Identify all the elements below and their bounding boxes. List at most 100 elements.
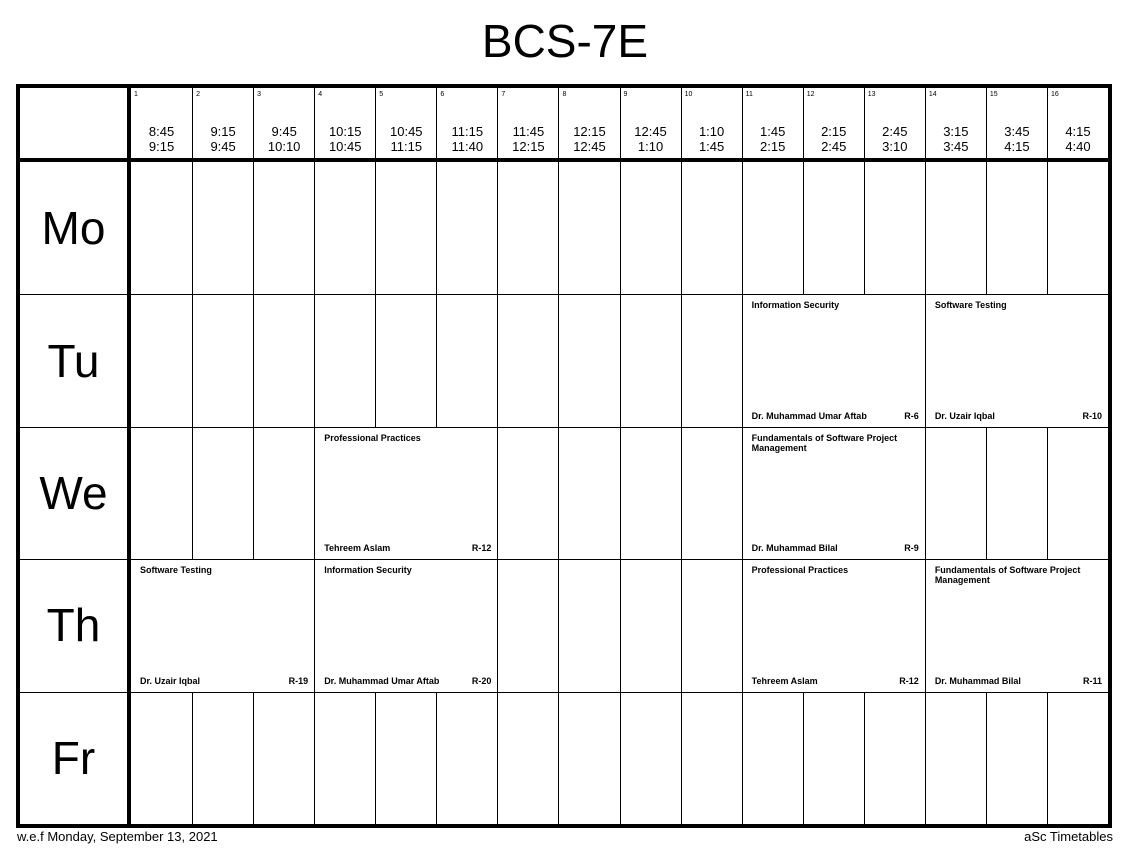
- slot-time: 9:45 10:10: [254, 124, 314, 154]
- slot-header: 3 9:45 10:10: [253, 88, 314, 158]
- slot-start: 10:45: [390, 124, 423, 139]
- day-label-fr: Fr: [51, 731, 96, 784]
- slot-end: 2:15: [760, 139, 786, 154]
- slot-time: 11:15 11:40: [437, 124, 497, 154]
- slot-number: 5: [379, 91, 384, 98]
- day-label-tu: Tu: [47, 334, 100, 387]
- slot-header: 15 3:45 4:15: [985, 88, 1047, 158]
- lesson-room: R-12: [899, 675, 919, 686]
- slot-divider: [741, 294, 743, 427]
- slot-number: 4: [318, 91, 323, 98]
- lesson-card: Software Testing Dr. Uzair Iqbal R-19: [131, 560, 315, 692]
- slot-number: 6: [440, 91, 445, 98]
- slot-divider: [741, 426, 743, 560]
- slot-header: 7 11:45 12:15: [497, 88, 558, 158]
- slot-header: 9 12:45 1:10: [619, 88, 681, 158]
- slot-divider: [497, 426, 499, 560]
- slot-number: 3: [257, 91, 262, 98]
- slot-time: 2:45 3:10: [865, 124, 925, 154]
- slot-number: 9: [623, 91, 628, 98]
- slot-header: 14 3:15 3:45: [924, 88, 986, 158]
- slot-divider: [558, 294, 560, 427]
- slot-end: 9:45: [210, 139, 236, 154]
- slot-header: 4 10:15 10:45: [314, 88, 375, 158]
- slot-end: 2:45: [821, 139, 847, 154]
- slot-divider: [558, 559, 560, 692]
- slot-time: 11:45 12:15: [498, 124, 558, 154]
- slot-divider: [497, 294, 499, 427]
- slot-time: 12:15 12:45: [559, 124, 619, 154]
- slot-divider: [314, 426, 316, 560]
- slot-divider: [741, 691, 743, 824]
- slot-divider: [314, 559, 316, 692]
- slot-end: 1:45: [698, 139, 725, 154]
- lesson-subject: Information Security: [751, 300, 840, 311]
- slot-divider: [375, 162, 377, 295]
- slot-time: 10:45 11:15: [376, 124, 436, 154]
- slot-time: 3:15 3:45: [926, 124, 986, 154]
- row-divider: [20, 294, 1108, 296]
- slot-end: 10:45: [328, 139, 362, 154]
- slot-divider: [924, 294, 926, 427]
- slot-divider: [558, 691, 560, 824]
- slot-divider: [680, 559, 682, 692]
- lesson-room: R-11: [1082, 675, 1102, 686]
- slot-divider: [680, 294, 682, 427]
- lesson-room: R-10: [1082, 410, 1102, 421]
- slot-divider: [924, 559, 926, 692]
- slot-end: 11:40: [451, 139, 484, 154]
- lesson-card: Software Testing Dr. Uzair Iqbal R-10: [925, 295, 1108, 427]
- slot-number: 1: [134, 91, 138, 98]
- slot-divider: [924, 691, 926, 824]
- lesson-subject: Information Security: [324, 565, 412, 576]
- slot-number: 11: [745, 91, 753, 98]
- slot-end: 3:10: [882, 139, 908, 154]
- slot-header: 5 10:45 11:15: [375, 88, 436, 158]
- slot-start: 2:45: [882, 124, 908, 139]
- lesson-teacher: Dr. Muhammad Umar Aftab: [324, 675, 440, 686]
- slot-divider: [802, 162, 804, 295]
- slot-end: 11:15: [390, 139, 423, 154]
- day-column-divider: [127, 88, 131, 824]
- row-divider: [20, 559, 1108, 561]
- slot-number: 2: [196, 91, 200, 98]
- slot-time: 4:15 4:40: [1048, 124, 1108, 154]
- slot-divider: [680, 426, 682, 560]
- lesson-room: R-6: [904, 410, 919, 421]
- slot-start: 1:10: [698, 124, 725, 139]
- lesson-teacher: Tehreem Aslam: [751, 675, 818, 686]
- slot-divider: [863, 162, 865, 295]
- slot-divider: [436, 294, 438, 427]
- slot-start: 12:15: [573, 124, 606, 139]
- slot-start: 9:15: [210, 124, 236, 139]
- slot-start: 11:15: [451, 124, 484, 139]
- slot-number: 10: [684, 91, 693, 98]
- lesson-room: R-9: [904, 543, 919, 554]
- row-divider: [20, 691, 1108, 693]
- slot-divider: [436, 162, 438, 295]
- lesson-card: Professional Practices Tehreem Aslam R-12: [742, 560, 925, 692]
- slot-start: 3:15: [943, 124, 969, 139]
- slot-divider: [619, 691, 621, 824]
- day-label-we: We: [39, 466, 108, 519]
- slot-start: 12:45: [634, 124, 667, 139]
- slot-time: 8:45 9:15: [131, 124, 192, 154]
- slot-number: 7: [501, 91, 506, 98]
- lesson-teacher: Dr. Muhammad Umar Aftab: [751, 410, 867, 421]
- slot-end: 4:15: [1004, 139, 1030, 154]
- slot-divider: [558, 162, 560, 295]
- slot-header: 6 11:15 11:40: [436, 88, 497, 158]
- slot-end: 3:45: [943, 139, 969, 154]
- slot-start: 9:45: [271, 124, 297, 139]
- slot-divider: [1046, 162, 1048, 295]
- slot-divider: [253, 294, 255, 427]
- slot-divider: [619, 294, 621, 427]
- slot-divider: [619, 426, 621, 560]
- slot-header: 12 2:15 2:45: [802, 88, 864, 158]
- slot-number: 16: [1050, 91, 1059, 98]
- slot-start: 4:15: [1065, 124, 1091, 139]
- slot-header: 2 9:15 9:45: [192, 88, 253, 158]
- slot-divider: [924, 162, 926, 295]
- lesson-teacher: Dr. Muhammad Bilal: [934, 675, 1021, 686]
- slot-divider: [741, 559, 743, 692]
